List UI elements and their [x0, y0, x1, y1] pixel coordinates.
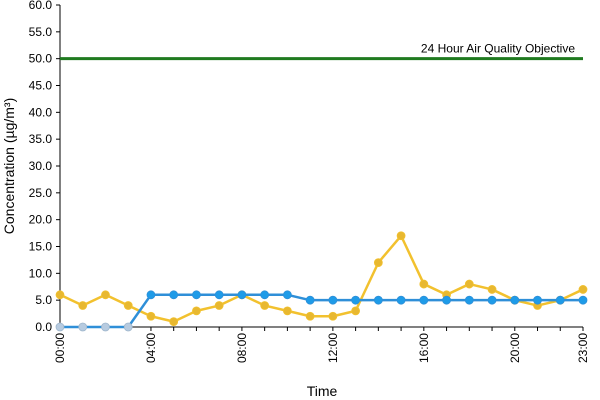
- y-tick-label: 20.0: [29, 213, 53, 227]
- data-point: [351, 295, 361, 305]
- data-point: [487, 285, 497, 294]
- y-tick-label: 35.0: [29, 132, 53, 146]
- x-tick-label: 20:00: [508, 333, 522, 363]
- data-point: [396, 295, 406, 305]
- series-line: [59, 234, 584, 323]
- x-tick-label: 16:00: [417, 333, 431, 363]
- x-axis-title: Time: [307, 383, 338, 399]
- y-tick-label: 55.0: [29, 25, 53, 39]
- x-tick-label: 12:00: [326, 333, 340, 363]
- data-point: [260, 290, 270, 300]
- data-point: [533, 295, 542, 305]
- data-point: [146, 290, 156, 300]
- data-point: [192, 290, 201, 300]
- y-tick-label: 10.0: [29, 266, 53, 280]
- data-point: [305, 295, 315, 305]
- data-point: [464, 295, 474, 305]
- data-point: [373, 295, 383, 305]
- data-point: [78, 301, 88, 310]
- y-tick-label: 30.0: [29, 159, 53, 173]
- data-point: [328, 311, 338, 321]
- data-point: [101, 322, 110, 332]
- data-point: [419, 295, 429, 305]
- data-point: [55, 322, 65, 332]
- data-point: [487, 295, 497, 305]
- series-group: [55, 231, 588, 332]
- data-point: [578, 285, 588, 294]
- data-point: [237, 290, 247, 300]
- data-point: [282, 306, 292, 316]
- data-point: [510, 295, 520, 305]
- data-point: [555, 295, 565, 305]
- data-point: [78, 322, 88, 332]
- series-1: [55, 231, 588, 327]
- data-point: [464, 279, 474, 289]
- data-point: [55, 290, 65, 300]
- data-point: [305, 311, 315, 321]
- axes: 0.0 5.0 10.0 15.0 20.0 25.0 30.0 35.0 40.0 45.0 50…: [29, 0, 590, 363]
- reference-line-group: 24 Hour Air Quality Objective: [60, 42, 583, 61]
- y-tick-label: 60.0: [29, 0, 53, 12]
- data-point: [123, 301, 133, 310]
- data-point: [214, 290, 224, 300]
- data-point: [260, 301, 270, 310]
- y-tick-label: 15.0: [29, 240, 53, 254]
- y-tick-label: 50.0: [29, 52, 53, 66]
- data-point: [396, 231, 406, 241]
- data-point: [214, 301, 224, 310]
- data-point: [351, 306, 361, 316]
- data-point: [123, 322, 133, 332]
- y-tick-label: 40.0: [29, 105, 53, 119]
- data-point: [101, 290, 110, 300]
- data-point: [146, 311, 156, 321]
- series-line: [60, 293, 583, 329]
- data-point: [419, 279, 429, 289]
- x-tick-label: 00:00: [53, 333, 67, 363]
- data-point: [442, 295, 451, 305]
- x-tick-label: 08:00: [235, 333, 249, 363]
- data-point: [578, 295, 588, 305]
- data-point: [169, 290, 179, 300]
- y-tick-label: 25.0: [29, 186, 53, 200]
- y-tick-label: 0.0: [35, 320, 52, 334]
- data-point: [282, 290, 292, 300]
- data-point: [192, 306, 201, 316]
- data-point: [328, 295, 338, 305]
- data-point: [373, 258, 383, 268]
- y-tick-label: 45.0: [29, 79, 53, 93]
- data-point: [169, 317, 179, 327]
- y-axis-title: Concentration (µg/m³): [1, 98, 17, 234]
- series-2: [55, 290, 588, 332]
- reference-line-label: 24 Hour Air Quality Objective: [421, 42, 575, 56]
- y-tick-label: 5.0: [35, 293, 52, 307]
- x-tick-label: 04:00: [144, 333, 158, 363]
- x-tick-label: 23:00: [576, 333, 590, 363]
